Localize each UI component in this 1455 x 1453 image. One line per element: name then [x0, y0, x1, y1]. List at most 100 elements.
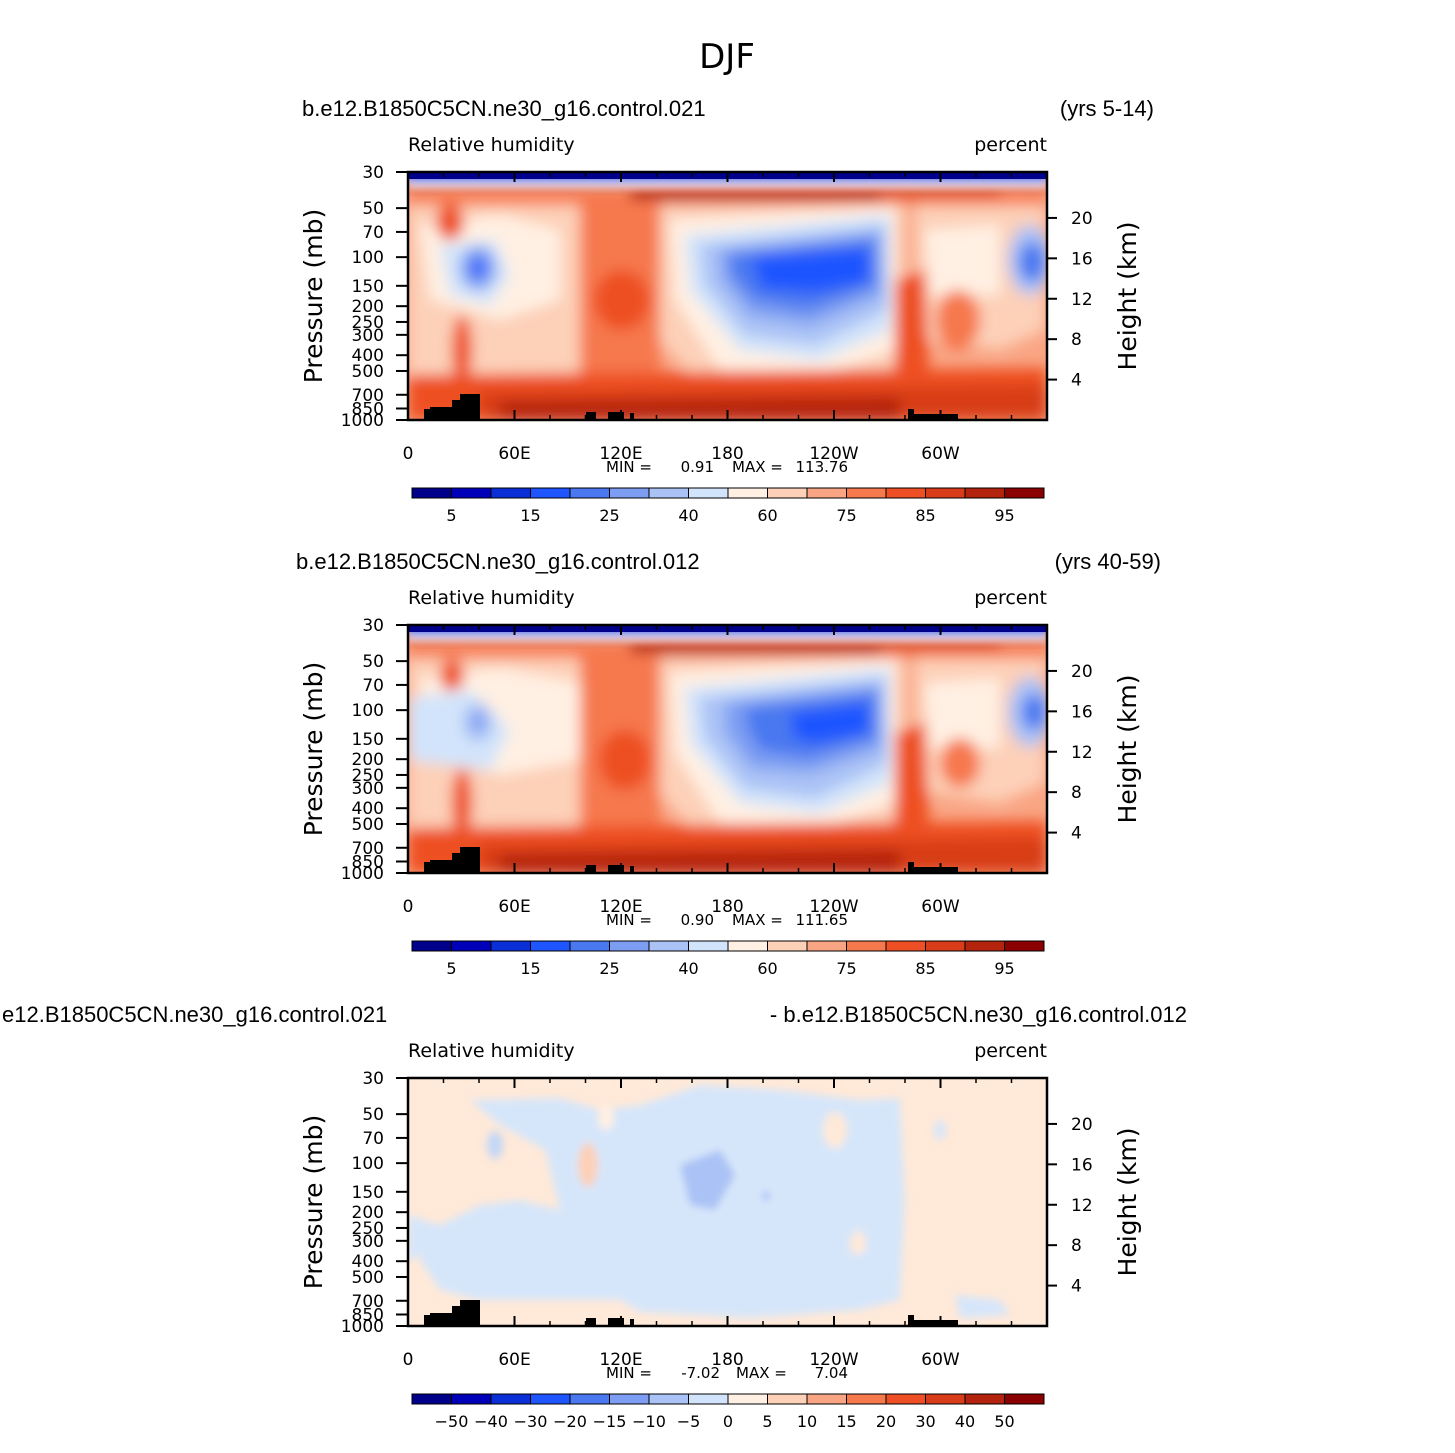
panel-3-colorbar-label: −15 [593, 1412, 627, 1431]
panel-3-ytick-label: 300 [352, 1232, 384, 1252]
panel-2-colorbar: 5 15 25 40 60 75 85 95 [411, 940, 1045, 978]
panel-1-colorbar-box [846, 487, 887, 499]
panel-3-colorbar: −50 −40 −30 −20 −15 −10 −5 0 5 10 15 20 30 40 50 [411, 1393, 1045, 1431]
panel-3-xtick-label: 0 [403, 1350, 414, 1370]
panel-1-colorbar-box [648, 487, 689, 499]
panel-2-case: b.e12.B1850C5CN.ne30_g16.control.012 [296, 549, 700, 574]
panel-1-colorbar-label: 75 [836, 506, 856, 525]
panel-3-ytick-label: 30 [362, 1069, 384, 1089]
panel-2-xtick-label: 180 [711, 897, 743, 917]
panel-2-minmax: MIN = 0.90 MAX = 111.65 [606, 911, 848, 929]
panel-3-field-plot [408, 1078, 1047, 1326]
panel-2-xtick-label: 120W [809, 897, 858, 917]
panel-2-colorbar-label: 85 [915, 959, 935, 978]
panel-1-colorbar-label: 95 [994, 506, 1014, 525]
panel-3-case: e12.B1850C5CN.ne30_g16.control.021 [2, 1002, 387, 1027]
panel-3-ytick-label: 700 [352, 1292, 384, 1312]
panel-2-topography [424, 847, 958, 873]
panel-1-field-plot [408, 172, 1047, 420]
panel-2-ytick-label: 500 [352, 815, 384, 835]
panel-1-xtick-label: 120W [809, 444, 858, 464]
panel-3-colorbar-label: 10 [797, 1412, 817, 1431]
panel-1-colorbar-box [411, 487, 452, 499]
panel-3-colorbar-box [806, 1393, 847, 1405]
panel-1-case: b.e12.B1850C5CN.ne30_g16.control.021 [302, 96, 706, 121]
panel-2-ytick-label: 50 [362, 652, 384, 672]
panel-3-ytick-label: 100 [352, 1154, 384, 1174]
panel-1-min-value: 0.91 [681, 458, 714, 476]
panel-3-colorbar-box [767, 1393, 808, 1405]
panel-2: b.e12.B1850C5CN.ne30_g16.control.012 (yr… [296, 549, 1161, 978]
panel-1-colorbar-label: 25 [599, 506, 619, 525]
panel-1-xtick-label: 120E [599, 444, 642, 464]
panel-3-colorbar-box [609, 1393, 650, 1405]
panel-2-axes: 0 60E 120E 180 120W 60W3050701001502002503004… [341, 616, 1093, 917]
panel-3-colorbar-label: 5 [762, 1412, 772, 1431]
panel-1-colorbar-box [688, 487, 729, 499]
panel-2-ylabel-right: Height (km) [1113, 675, 1142, 824]
panel-2-colorbar-box [925, 940, 966, 952]
panel-3-minmax: MIN = -7.02 MAX = 7.04 [606, 1364, 848, 1382]
panel-3-colorbar-box [1004, 1393, 1045, 1405]
panel-1-height-tick-label: 12 [1071, 290, 1093, 310]
panel-1-colorbar-box [1004, 487, 1045, 499]
panel-2-colorbar-box [964, 940, 1005, 952]
panel-1-xtick-label: 60W [921, 444, 960, 464]
panel-1-ytick-label: 50 [362, 199, 384, 219]
panel-3-colorbar-box [451, 1393, 492, 1405]
panel-1-topography [424, 394, 958, 420]
panel-2-colorbar-box [530, 940, 571, 952]
panel-1-colorbar-label: 60 [757, 506, 777, 525]
panel-1-colorbar-box [925, 487, 966, 499]
panel-2-field-plot [408, 625, 1047, 873]
panel-2-ytick-label: 30 [362, 616, 384, 636]
panel-2-colorbar-label: 5 [446, 959, 456, 978]
panel-2-colorbar-label: 95 [994, 959, 1014, 978]
panel-1-ytick-label: 700 [352, 386, 384, 406]
panel-3-colorbar-label: −5 [677, 1412, 701, 1431]
panel-2-height-tick-label: 16 [1071, 702, 1093, 722]
panel-3-max-value: 7.04 [815, 1364, 848, 1382]
panel-1-max-label: MAX = [732, 458, 783, 476]
panel-2-colorbar-box [648, 940, 689, 952]
panel-3-colorbar-box [569, 1393, 610, 1405]
panel-1-colorbar-box [964, 487, 1005, 499]
panel-3-colorbar-label: −50 [435, 1412, 469, 1431]
panel-2-colorbar-label: 60 [757, 959, 777, 978]
panel-1-ytick-label: 30 [362, 163, 384, 183]
panel-3-colorbar-label: −40 [474, 1412, 508, 1431]
panel-2-colorbar-box [1004, 940, 1045, 952]
panel-3-colorbar-box [846, 1393, 887, 1405]
panel-1-colorbar-label: 40 [678, 506, 698, 525]
panel-1-colorbar-box [885, 487, 926, 499]
panel-3-field: Relative humidity [408, 1040, 575, 1062]
panel-3-colorbar-box [688, 1393, 729, 1405]
panel-2-colorbar-label: 75 [836, 959, 856, 978]
panel-1-ytick-label: 400 [352, 346, 384, 366]
panel-2-ytick-label: 100 [352, 701, 384, 721]
panel-1-ytick-label: 250 [352, 313, 384, 333]
panel-2-colorbar-box [609, 940, 650, 952]
panel-1-height-tick-label: 8 [1071, 330, 1082, 350]
panel-2-colorbar-box [767, 940, 808, 952]
panel-1-ytick-label: 850 [352, 400, 384, 420]
panel-1-field: Relative humidity [408, 134, 575, 156]
panel-2-ytick-label: 850 [352, 853, 384, 873]
panel-3-ytick-label: 250 [352, 1219, 384, 1239]
panel-1-units: percent [974, 134, 1047, 156]
panel-2-ytick-label: 700 [352, 839, 384, 859]
panel-2-colorbar-box [727, 940, 768, 952]
panel-1: b.e12.B1850C5CN.ne30_g16.control.021 (yr… [299, 96, 1154, 525]
panel-2-colorbar-box [569, 940, 610, 952]
panel-1-ylabel: Pressure (mb) [299, 209, 328, 383]
panel-1-colorbar: 5 15 25 40 60 75 85 95 [411, 487, 1045, 525]
panel-3-height-tick-label: 4 [1071, 1277, 1082, 1297]
panel-2-xtick-label: 60E [498, 897, 530, 917]
panel-3-xtick-label: 120E [599, 1350, 642, 1370]
panel-2-height-tick-label: 8 [1071, 783, 1082, 803]
panel-3-height-tick-label: 12 [1071, 1196, 1093, 1216]
panel-1-ytick-label: 100 [352, 248, 384, 268]
panel-1-height-tick-label: 16 [1071, 249, 1093, 269]
panel-3-ytick-label: 850 [352, 1306, 384, 1326]
panel-3-colorbar-label: 40 [955, 1412, 975, 1431]
